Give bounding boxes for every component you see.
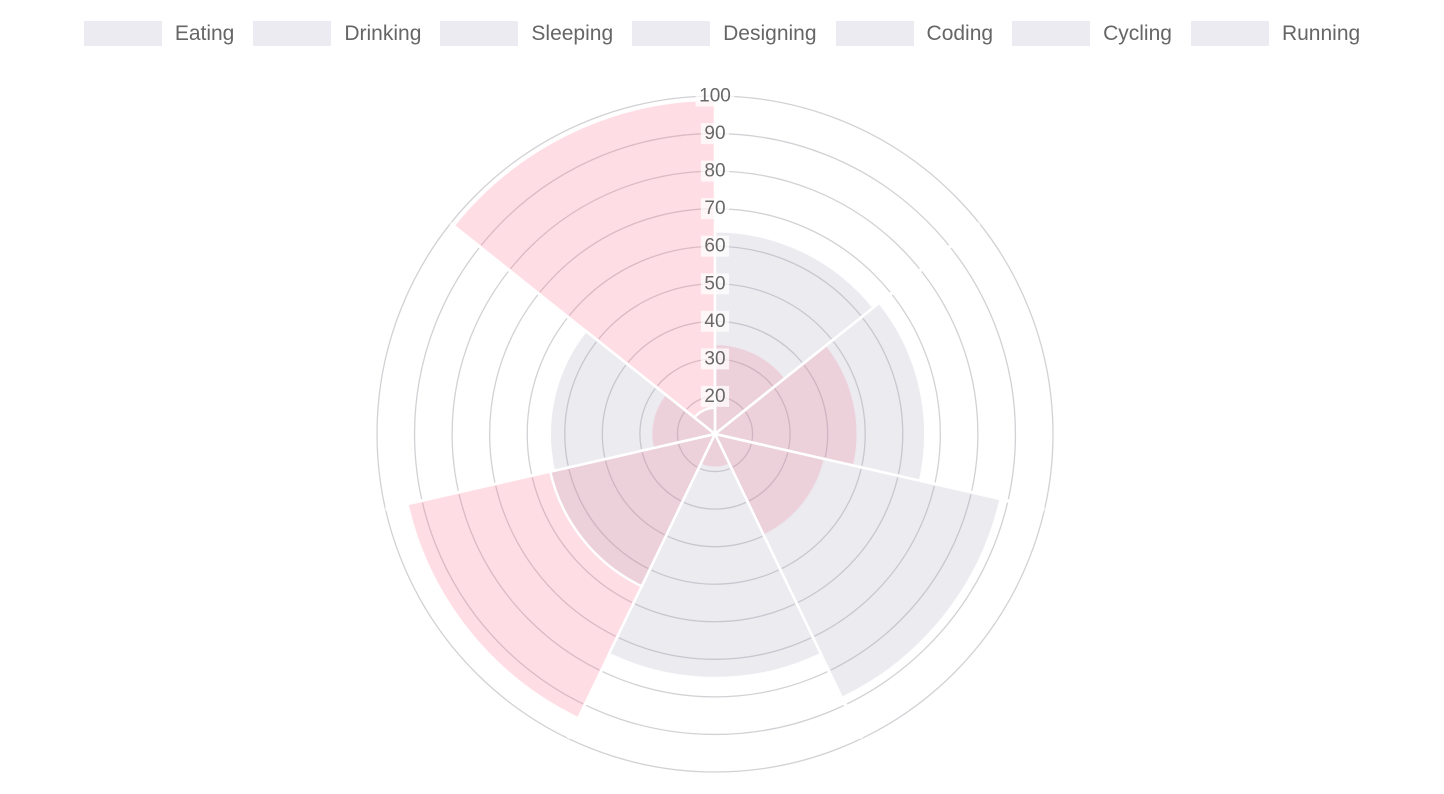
tick-90: 90 — [700, 123, 730, 145]
tick-label-100: 100 — [699, 86, 731, 107]
legend-label-drinking: Drinking — [344, 22, 422, 45]
legend-swatch-drinking — [253, 21, 332, 46]
tick-backdrop — [695, 85, 735, 107]
sector-coding-gray[interactable] — [548, 432, 717, 588]
tick-label-40: 40 — [704, 311, 725, 332]
tick-labels: 20 30 40 50 60 70 80 90 100 — [695, 85, 735, 407]
tick-100: 100 — [695, 85, 735, 107]
legend-swatch-coding — [835, 21, 914, 46]
legend-label-coding: Coding — [926, 22, 994, 45]
sector-cycling-gray[interactable] — [548, 329, 717, 473]
sector-running-gray[interactable] — [693, 406, 717, 436]
tick-label-70: 70 — [704, 198, 725, 219]
legend-label-cycling: Cycling — [1103, 22, 1172, 45]
tick-80: 80 — [700, 160, 730, 182]
sector-drinking-pink[interactable] — [713, 343, 859, 468]
tick-backdrop — [700, 273, 730, 295]
legend-swatch-designing — [632, 21, 711, 46]
legend-swatch-running — [1190, 21, 1269, 46]
tick-backdrop — [700, 385, 730, 407]
sector-coding-pink[interactable] — [406, 432, 717, 720]
sector-eating-pink[interactable] — [713, 342, 787, 436]
legend-item-designing[interactable]: Designing — [632, 21, 817, 46]
sector-eating-gray[interactable] — [713, 229, 875, 436]
series-gray — [548, 229, 1002, 700]
legend-swatch-cycling — [1012, 21, 1091, 46]
legend-swatch-eating — [83, 21, 162, 46]
tick-backdrop — [700, 160, 730, 182]
tick-label-20: 20 — [704, 386, 725, 407]
legend-item-eating[interactable]: Eating — [83, 21, 235, 46]
sector-drinking-gray[interactable] — [713, 301, 927, 483]
sector-running-pink[interactable] — [452, 98, 717, 436]
tick-20: 20 — [700, 385, 730, 407]
sector-sleeping-pink[interactable] — [713, 432, 827, 537]
legend-swatch-sleeping — [440, 21, 519, 46]
tick-label-50: 50 — [704, 273, 725, 294]
tick-backdrop — [700, 310, 730, 332]
series-pink — [406, 98, 859, 720]
sector-sleeping-gray[interactable] — [713, 432, 1002, 700]
tick-40: 40 — [700, 310, 730, 332]
tick-label-90: 90 — [704, 123, 725, 144]
legend-item-cycling[interactable]: Cycling — [1012, 21, 1172, 46]
tick-backdrop — [700, 123, 730, 145]
sector-designing-gray[interactable] — [607, 432, 823, 680]
tick-label-80: 80 — [704, 161, 725, 182]
tick-backdrop — [700, 235, 730, 257]
legend-item-drinking[interactable]: Drinking — [253, 21, 421, 46]
chart-legend: Eating Drinking Sleeping Designing Coding Cyc… — [0, 21, 1444, 46]
legend-label-eating: Eating — [174, 22, 235, 45]
tick-60: 60 — [700, 235, 730, 257]
legend-item-running[interactable]: Running — [1190, 21, 1361, 46]
tick-label-30: 30 — [704, 348, 725, 369]
legend-label-designing: Designing — [723, 22, 817, 45]
tick-70: 70 — [700, 198, 730, 220]
legend-label-sleeping: Sleeping — [531, 22, 614, 45]
tick-backdrop — [700, 198, 730, 220]
tick-50: 50 — [700, 273, 730, 295]
legend-item-sleeping[interactable]: Sleeping — [440, 21, 613, 46]
tick-backdrop — [700, 348, 730, 370]
legend-item-coding[interactable]: Coding — [835, 21, 994, 46]
legend-label-running: Running — [1281, 22, 1361, 45]
tick-label-60: 60 — [704, 236, 725, 257]
tick-30: 30 — [700, 348, 730, 370]
